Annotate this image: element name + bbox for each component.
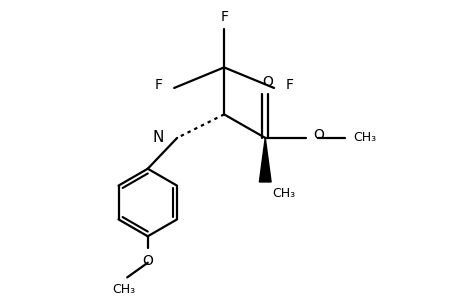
Text: N: N bbox=[152, 130, 163, 146]
Text: O: O bbox=[262, 75, 273, 89]
Text: CH₃: CH₃ bbox=[112, 283, 135, 296]
Text: CH₃: CH₃ bbox=[272, 187, 295, 200]
Text: O: O bbox=[142, 254, 153, 268]
Text: F: F bbox=[154, 78, 162, 92]
Text: O: O bbox=[313, 128, 324, 142]
Text: F: F bbox=[285, 78, 293, 92]
Text: F: F bbox=[220, 11, 228, 25]
Polygon shape bbox=[259, 138, 270, 182]
Text: CH₃: CH₃ bbox=[353, 131, 375, 144]
